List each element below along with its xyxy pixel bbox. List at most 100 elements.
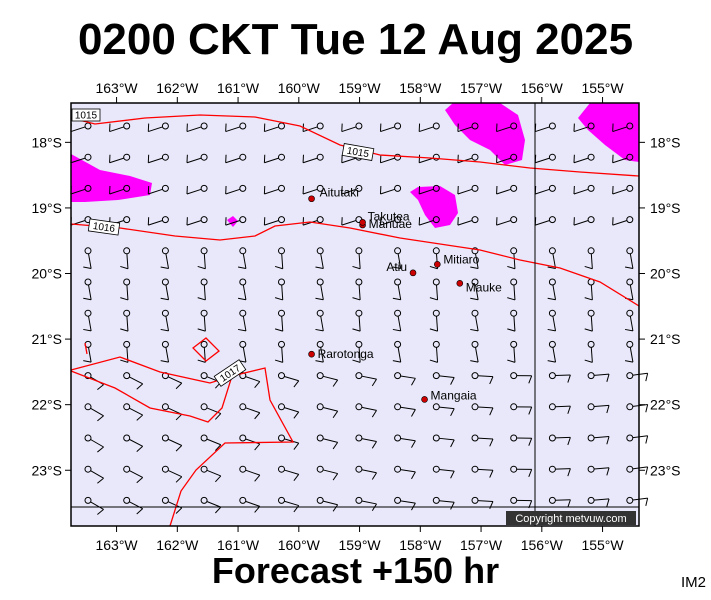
copyright-background [506, 511, 636, 525]
reference-lines [71, 103, 639, 526]
lon-label: 155°W [581, 537, 624, 553]
wind-barb [612, 184, 634, 195]
wind-barb [394, 403, 416, 417]
wind-barb [200, 465, 222, 483]
longitude-labels-bottom: 163°W 162°W 161°W 160°W 159°W 158°W 157°… [95, 537, 624, 553]
wind-barb [160, 309, 170, 332]
wind-barb [496, 153, 518, 164]
wind-barb [470, 309, 479, 332]
wind-barb [84, 465, 104, 484]
wind-barb [160, 278, 170, 301]
wind-barb [123, 372, 144, 390]
wind-barb [316, 403, 339, 419]
wind-barb [573, 216, 595, 226]
wind-barb [548, 372, 571, 383]
map-background [71, 103, 639, 526]
wind-barb [109, 153, 131, 164]
wind-barb [584, 247, 595, 270]
wind-barb [507, 309, 518, 332]
wind-barb [120, 278, 131, 301]
wind-barb [83, 247, 92, 270]
place-takutea: Takutea [359, 209, 410, 226]
isobar-1016 [70, 221, 640, 307]
wind-barb [315, 278, 324, 301]
lat-label: 21°S [31, 331, 62, 347]
wind-barb [626, 496, 649, 506]
wind-barb [573, 153, 595, 164]
wind-barb [548, 434, 571, 446]
axis-ticks [65, 97, 645, 532]
wind-barb [186, 184, 208, 195]
lon-label: 157°W [460, 537, 503, 553]
wind-barb [147, 122, 169, 133]
wind-barb [547, 247, 557, 270]
wind-barb [161, 465, 183, 483]
lat-label: 19°S [650, 200, 681, 216]
place-rarotonga: Rarotonga [308, 347, 374, 361]
wind-barb [123, 434, 144, 452]
lon-label: 159°W [338, 80, 381, 96]
wind-barb [548, 403, 571, 414]
wind-barb [432, 496, 455, 510]
wind-barb [316, 434, 339, 450]
wind-barb [302, 216, 324, 226]
wind-barb [225, 153, 247, 164]
isobar-1016-tick [84, 342, 88, 355]
copyright-badge: Copyright metvuw.com [506, 511, 636, 525]
lat-label: 22°S [650, 397, 681, 413]
wind-barb [584, 309, 595, 332]
place-aitutaki: Aitutaki [308, 186, 359, 203]
wind-barb [83, 309, 92, 332]
wind-barb [278, 434, 300, 450]
wind-barb [626, 434, 649, 444]
wind-barb [418, 153, 440, 164]
wind-barb [418, 184, 440, 195]
wind-barb [471, 496, 494, 509]
svg-text:1015: 1015 [75, 111, 98, 122]
isobars [70, 114, 640, 527]
map-frame [70, 102, 640, 527]
wind-barb [278, 403, 300, 419]
wind-barb [147, 216, 169, 226]
wind-barb [123, 496, 144, 515]
lon-label: 158°W [399, 80, 442, 96]
wind-barb [429, 278, 440, 301]
wind-barb [84, 496, 104, 515]
lon-label: 160°W [278, 80, 321, 96]
wind-barb [355, 372, 377, 387]
wind-barb [161, 434, 183, 452]
high-wind-area [445, 103, 525, 165]
wind-barb [109, 122, 131, 133]
wind-barb [355, 403, 377, 418]
wind-barb [429, 309, 440, 332]
wind-barb [239, 465, 261, 482]
wind-barb [225, 184, 247, 195]
lon-label: 156°W [521, 80, 564, 96]
wind-barb [510, 434, 533, 446]
lon-label: 163°W [95, 80, 138, 96]
wind-barb [394, 372, 416, 386]
lat-label: 23°S [650, 462, 681, 478]
wind-barb [237, 309, 247, 332]
wind-barb [394, 434, 416, 448]
wind-barb [379, 122, 402, 133]
place-label: Mitiaro [443, 252, 479, 266]
wind-barb [352, 247, 363, 270]
wind-barb [197, 278, 208, 301]
wind-barb [547, 340, 557, 363]
place-label: Mangaia [431, 388, 477, 402]
wind-barb [315, 309, 324, 332]
wind-barb [457, 184, 479, 195]
wind-barb [496, 122, 518, 133]
wind-barbs [70, 122, 649, 515]
wind-barb [392, 309, 402, 332]
wind-barb [225, 122, 247, 133]
wind-barb [496, 216, 518, 226]
lon-label: 163°W [95, 537, 138, 553]
wind-barb [274, 340, 285, 363]
wind-barb [457, 122, 479, 133]
wind-barb [624, 309, 634, 332]
wind-barb [379, 216, 402, 226]
wind-barb [418, 216, 440, 226]
wind-barb [83, 278, 92, 301]
